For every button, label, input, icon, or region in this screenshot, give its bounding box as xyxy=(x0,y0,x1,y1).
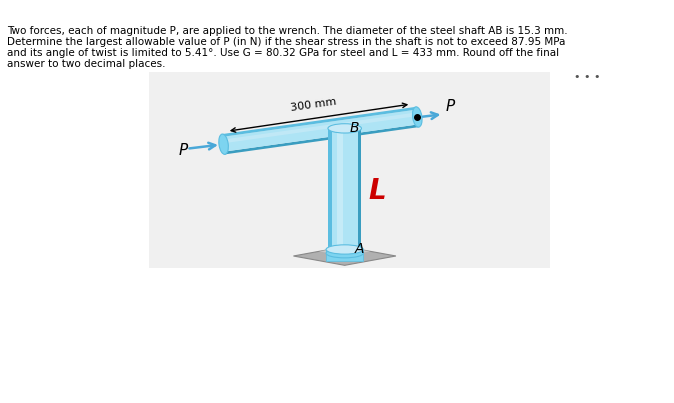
Text: answer to two decimal places.: answer to two decimal places. xyxy=(7,59,166,69)
Ellipse shape xyxy=(326,245,363,254)
Text: Two forces, each of magnitude P, are applied to the wrench. The diameter of the : Two forces, each of magnitude P, are app… xyxy=(7,26,568,36)
Text: • • •: • • • xyxy=(574,72,600,82)
Bar xyxy=(326,249,363,261)
Bar xyxy=(328,129,332,251)
Polygon shape xyxy=(319,247,370,256)
Polygon shape xyxy=(222,107,417,137)
Text: and its angle of twist is limited to 5.41°. Use G = 80.32 GPa for steel and L = : and its angle of twist is limited to 5.4… xyxy=(7,48,559,58)
Text: L: L xyxy=(368,177,386,205)
Text: A: A xyxy=(355,242,365,256)
Ellipse shape xyxy=(219,134,228,154)
Polygon shape xyxy=(222,110,419,152)
Text: 300 mm: 300 mm xyxy=(290,97,337,113)
Text: P: P xyxy=(446,100,454,114)
Ellipse shape xyxy=(328,124,361,133)
Ellipse shape xyxy=(326,249,363,258)
Text: B: B xyxy=(349,121,359,135)
Polygon shape xyxy=(224,125,419,154)
Text: Determine the largest allowable value of P (in N) if the shear stress in the sha: Determine the largest allowable value of… xyxy=(7,37,566,47)
Bar xyxy=(149,73,549,268)
Ellipse shape xyxy=(412,107,422,127)
Bar xyxy=(332,129,358,251)
Bar xyxy=(337,129,343,251)
Text: P: P xyxy=(179,143,188,158)
Bar xyxy=(358,129,361,251)
Polygon shape xyxy=(223,112,417,143)
Polygon shape xyxy=(293,247,396,265)
